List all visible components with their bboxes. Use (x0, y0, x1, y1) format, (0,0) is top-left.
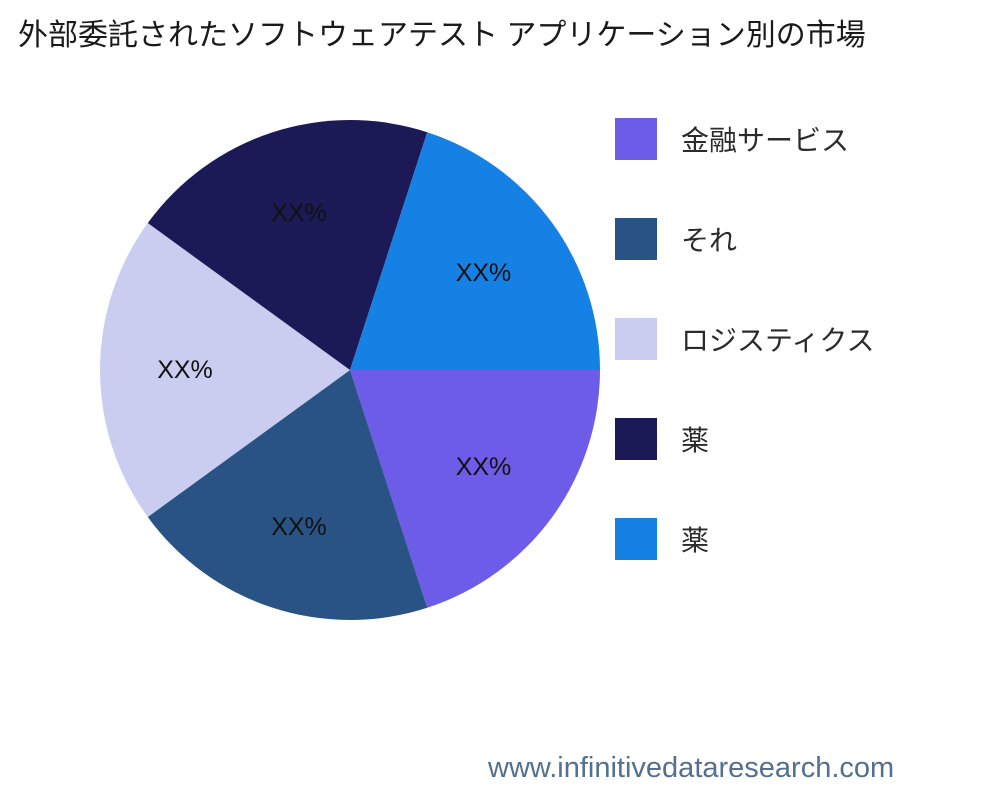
footer-url: www.infinitivedataresearch.com (488, 752, 895, 784)
slice-percentage-label: XX% (271, 199, 327, 227)
legend-label: ロジスティクス (681, 325, 875, 356)
pie-slice (350, 132, 600, 370)
legend-swatch (615, 418, 657, 460)
legend-label: 薬 (681, 525, 710, 556)
pie-svg: XX% XX% XX% XX% XX% (100, 120, 600, 620)
legend-swatch (615, 218, 657, 260)
legend-item: それ (615, 218, 874, 260)
pie-slice (100, 223, 351, 517)
legend: 金融サービス それ ロジスティクス 薬 薬 (615, 118, 874, 560)
chart-title: 外部委託されたソフトウェアテスト アプリケーション別の市場 (18, 19, 866, 52)
legend-swatch (615, 518, 657, 560)
pie-slice (350, 370, 600, 608)
legend-item: 薬 (615, 518, 874, 560)
slice-percentage-label: XX% (456, 259, 512, 287)
legend-label: 薬 (681, 425, 710, 456)
legend-label: それ (681, 225, 738, 256)
legend-label: 金融サービス (681, 125, 850, 156)
slice-percentage-label: XX% (271, 513, 327, 541)
slice-percentage-label: XX% (157, 356, 213, 384)
legend-item: ロジスティクス (615, 318, 874, 360)
legend-swatch (615, 118, 657, 160)
legend-item: 金融サービス (615, 118, 874, 160)
legend-item: 薬 (615, 418, 874, 460)
pie-slice (147, 370, 428, 620)
slice-percentage-label: XX% (456, 453, 512, 481)
legend-swatch (615, 318, 657, 360)
pie-slice (147, 120, 428, 371)
pie-chart: XX% XX% XX% XX% XX% (100, 120, 600, 620)
